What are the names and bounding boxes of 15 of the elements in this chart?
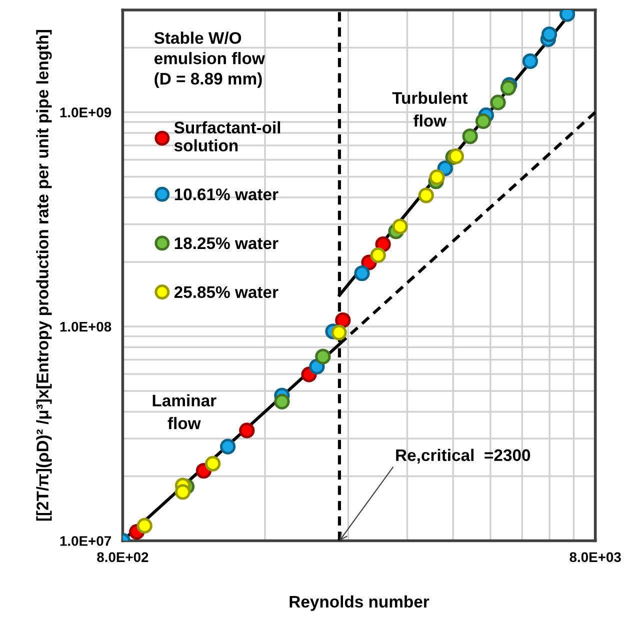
legend-label: Surfactant-oil solution (174, 121, 280, 152)
legend-label: 25.85% water (174, 286, 278, 298)
annotation: Laminar flow (152, 394, 216, 430)
annotation: Re,critical =2300 (396, 448, 530, 464)
legend-label: 18.25% water (174, 237, 278, 250)
x-tick-label: 8.0E+03 (570, 552, 621, 562)
legend-title: Stable W/O emulsion flow (D = 8.89 mm) (154, 32, 265, 88)
y-tick-label: 1.0E+07 (60, 536, 111, 546)
x-axis-title: Reynolds number (290, 595, 430, 611)
y-tick-label: 1.0E+08 (60, 322, 112, 332)
legend-label: 10.61% water (174, 188, 278, 200)
x-tick-label: 8.0E+02 (97, 552, 148, 562)
y-axis-title: [[2T/π](ρD)² /μ³]x[Entropy production rate per unit pipe length] (36, 30, 52, 521)
annotation: Turbulent flow (392, 92, 468, 127)
y-tick-label: 1.0E+09 (60, 108, 112, 118)
